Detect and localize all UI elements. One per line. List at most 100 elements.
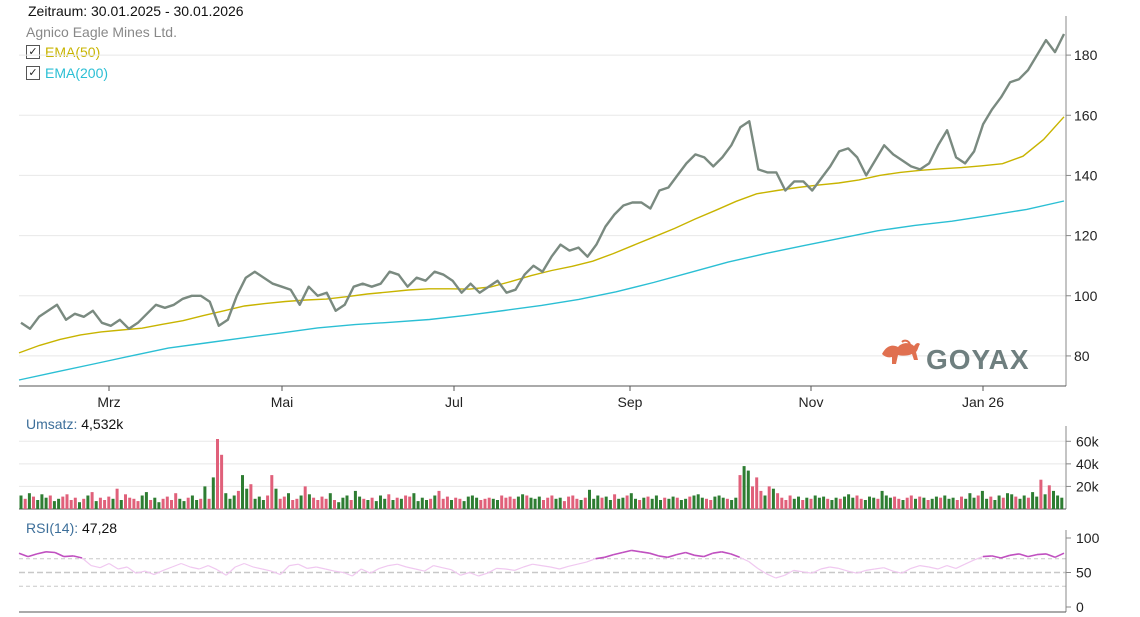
goyax-logo: GOYAX (882, 339, 1029, 375)
rsi-segment (361, 568, 371, 574)
volume-bar (303, 486, 307, 509)
volume-bar (190, 495, 194, 509)
rsi-segment (892, 570, 902, 574)
rsi-segment (613, 551, 623, 556)
volume-bar (788, 495, 792, 509)
volume-bar (546, 497, 550, 509)
volume-bar (333, 500, 336, 509)
rsi-segment (1054, 552, 1065, 559)
rsi-segment (523, 563, 533, 568)
volume-bar (1006, 493, 1009, 509)
volume-bar (458, 498, 462, 509)
volume-bar (713, 496, 717, 509)
volume-bar (859, 498, 863, 509)
rsi-segment (54, 551, 65, 558)
volume-bar (199, 498, 203, 509)
volume-bar (960, 496, 963, 509)
volume-bar (1039, 479, 1043, 509)
volume-bar (395, 497, 399, 509)
rsi-segment (1027, 553, 1038, 558)
volume-bar (320, 496, 324, 509)
volume-bar (374, 501, 378, 509)
volume-bar (558, 497, 562, 509)
legend-item-ema200[interactable]: ✓ EMA(200) (26, 65, 108, 81)
volume-bar (763, 495, 767, 509)
rsi-segment (99, 562, 110, 569)
checkbox-ema50[interactable]: ✓ (26, 45, 40, 59)
rsi-segment (351, 568, 362, 577)
volume-bar (600, 497, 604, 509)
rsi-segment (577, 561, 587, 565)
volume-bar (429, 498, 433, 509)
rsi-segment (162, 566, 173, 571)
volume-bar (922, 497, 926, 509)
rsi-tick-label: 50 (1076, 565, 1092, 581)
volume-bar (567, 496, 571, 509)
volume-bar (195, 500, 199, 509)
rsi-y-axis: 0 50 100 (19, 530, 1100, 615)
x-axis: Mrz Mai Jul Sep Nov Jan 26 (97, 386, 1004, 410)
volume-bar (939, 497, 943, 509)
rsi-segment (586, 558, 596, 563)
volume-bar (224, 493, 228, 509)
volume-bar (257, 496, 261, 509)
rsi-segment (108, 562, 119, 570)
volume-bar (617, 498, 621, 509)
volume-bar (709, 500, 713, 509)
volume-bar (621, 497, 625, 509)
volume-bar (792, 498, 796, 509)
volume-bar (654, 495, 658, 509)
volume-bar (103, 500, 107, 509)
volume-bar (23, 498, 27, 509)
rsi-segment (460, 571, 470, 576)
rsi-segment (766, 573, 776, 579)
volume-bar (69, 500, 73, 509)
volume-bar (437, 490, 441, 509)
rsi-segment (469, 571, 479, 577)
volume-bar (537, 496, 541, 509)
volume-bar (776, 493, 780, 509)
volume-bar (667, 498, 671, 509)
volume-bar (425, 500, 428, 509)
volume-bar (94, 501, 98, 509)
volume-bar (838, 498, 842, 509)
rsi-segment (370, 567, 380, 574)
volume-bar (855, 495, 859, 509)
rsi-segment (982, 555, 992, 558)
volume-bar (755, 477, 759, 509)
volume-bar (324, 498, 328, 509)
rsi-segment (207, 565, 218, 571)
volume-bar (182, 501, 186, 509)
volume-bar (454, 497, 458, 509)
rsi-segment (18, 552, 29, 558)
price-tick-label: 120 (1074, 228, 1098, 244)
volume-bar (588, 489, 591, 509)
rsi-segment (685, 551, 695, 557)
volume-bar (659, 500, 662, 509)
volume-bar (441, 498, 445, 509)
rsi-segment (307, 566, 317, 569)
volume-bar (36, 500, 40, 509)
period-label: Zeitraum: 30.01.2025 - 30.01.2026 (28, 3, 244, 19)
rsi-segment (36, 551, 47, 555)
volume-bar (629, 493, 633, 509)
rsi-value: 47,28 (82, 520, 118, 536)
volume-bar (604, 496, 608, 509)
volume-bar (550, 495, 554, 509)
volume-label: Umsatz: (26, 416, 78, 432)
volume-bar (868, 496, 871, 509)
legend-item-ema50[interactable]: ✓ EMA(50) (26, 44, 100, 60)
rsi-label: RSI(14): (26, 520, 79, 536)
volume-bar (115, 488, 119, 509)
rsi-segment (234, 562, 245, 568)
rsi-segment (415, 568, 425, 572)
volume-bar (1052, 490, 1055, 509)
volume-bar (450, 500, 453, 509)
rsi-segment (973, 556, 984, 561)
rsi-segment (640, 551, 650, 554)
checkbox-ema200[interactable]: ✓ (26, 66, 40, 80)
volume-bar (249, 484, 253, 509)
rsi-segment (604, 553, 614, 559)
volume-bar (847, 494, 851, 509)
